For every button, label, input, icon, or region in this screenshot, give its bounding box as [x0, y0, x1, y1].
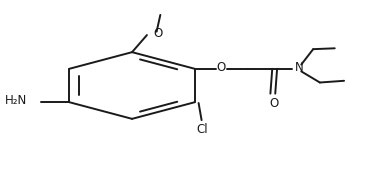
- Text: H₂N: H₂N: [5, 94, 27, 107]
- Text: O: O: [270, 96, 279, 110]
- Text: Cl: Cl: [196, 123, 208, 136]
- Text: O: O: [154, 27, 163, 40]
- Text: N: N: [295, 61, 304, 75]
- Text: O: O: [217, 61, 226, 75]
